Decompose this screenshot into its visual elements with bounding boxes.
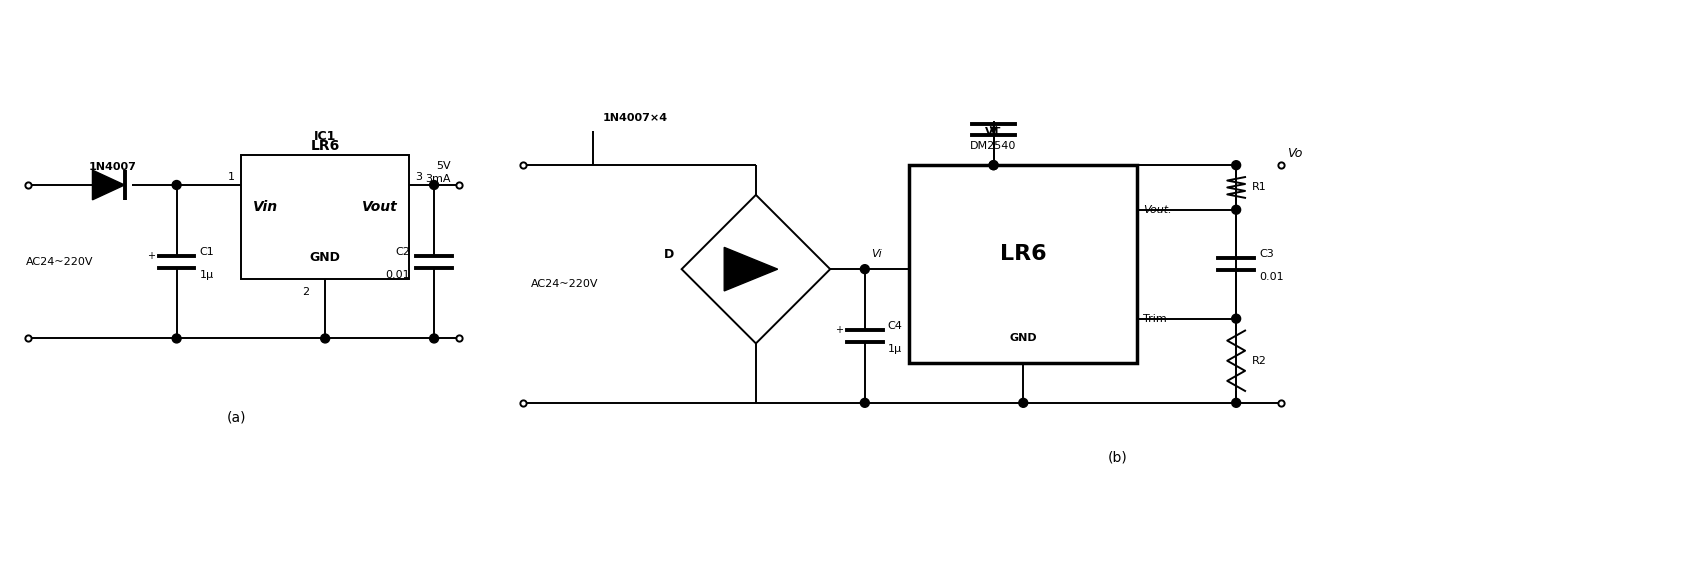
Circle shape: [861, 398, 870, 407]
Circle shape: [1232, 205, 1241, 214]
Circle shape: [1232, 314, 1241, 323]
Text: (a): (a): [225, 411, 246, 424]
Circle shape: [861, 265, 870, 274]
Text: VT: VT: [985, 127, 1002, 138]
Circle shape: [429, 334, 439, 343]
Circle shape: [173, 180, 181, 189]
Text: 0.01: 0.01: [386, 270, 410, 279]
Text: (b): (b): [1107, 450, 1127, 464]
Text: 3: 3: [415, 172, 422, 182]
Text: Vi: Vi: [871, 249, 881, 259]
Text: Vo: Vo: [1287, 147, 1302, 160]
Text: 5V: 5V: [436, 161, 451, 171]
Text: Vout: Vout: [361, 200, 397, 215]
Text: Vin: Vin: [253, 200, 278, 215]
Text: 1μ: 1μ: [200, 270, 214, 279]
Text: Trim: Trim: [1142, 314, 1166, 324]
Text: C1: C1: [200, 247, 214, 257]
Bar: [910, 165, 1137, 363]
Text: GND: GND: [1010, 333, 1037, 344]
Text: 1N4007×4: 1N4007×4: [602, 113, 668, 122]
Circle shape: [990, 160, 998, 170]
Text: Vout.: Vout.: [1142, 205, 1171, 215]
Circle shape: [320, 334, 329, 343]
Circle shape: [173, 334, 181, 343]
Circle shape: [1232, 398, 1241, 407]
Text: R2: R2: [1253, 356, 1266, 366]
Text: C4: C4: [888, 321, 902, 331]
Text: +: +: [836, 325, 842, 335]
Text: LR6: LR6: [1000, 244, 1046, 264]
Text: R1: R1: [1253, 183, 1266, 192]
Text: LR6: LR6: [310, 139, 339, 153]
Text: GND: GND: [310, 251, 341, 264]
Text: 1N4007: 1N4007: [88, 162, 136, 172]
Text: IC1: IC1: [314, 130, 336, 143]
Text: +: +: [147, 251, 154, 261]
Circle shape: [429, 180, 439, 189]
Text: D: D: [663, 248, 673, 261]
Bar: [241, 155, 408, 279]
Circle shape: [990, 160, 998, 170]
Circle shape: [1019, 398, 1027, 407]
Text: AC24~220V: AC24~220V: [531, 279, 598, 289]
Text: C3: C3: [1259, 249, 1273, 259]
Polygon shape: [724, 248, 778, 291]
Text: 1: 1: [229, 172, 236, 182]
Text: C2: C2: [395, 247, 410, 257]
Text: 0.01: 0.01: [1259, 272, 1283, 282]
Circle shape: [1232, 160, 1241, 170]
Text: 2: 2: [302, 287, 308, 297]
Text: 3mA: 3mA: [425, 174, 451, 184]
Polygon shape: [93, 170, 124, 200]
Text: DM2540: DM2540: [970, 141, 1017, 151]
Text: 1μ: 1μ: [888, 344, 902, 354]
Text: AC24~220V: AC24~220V: [25, 257, 93, 267]
